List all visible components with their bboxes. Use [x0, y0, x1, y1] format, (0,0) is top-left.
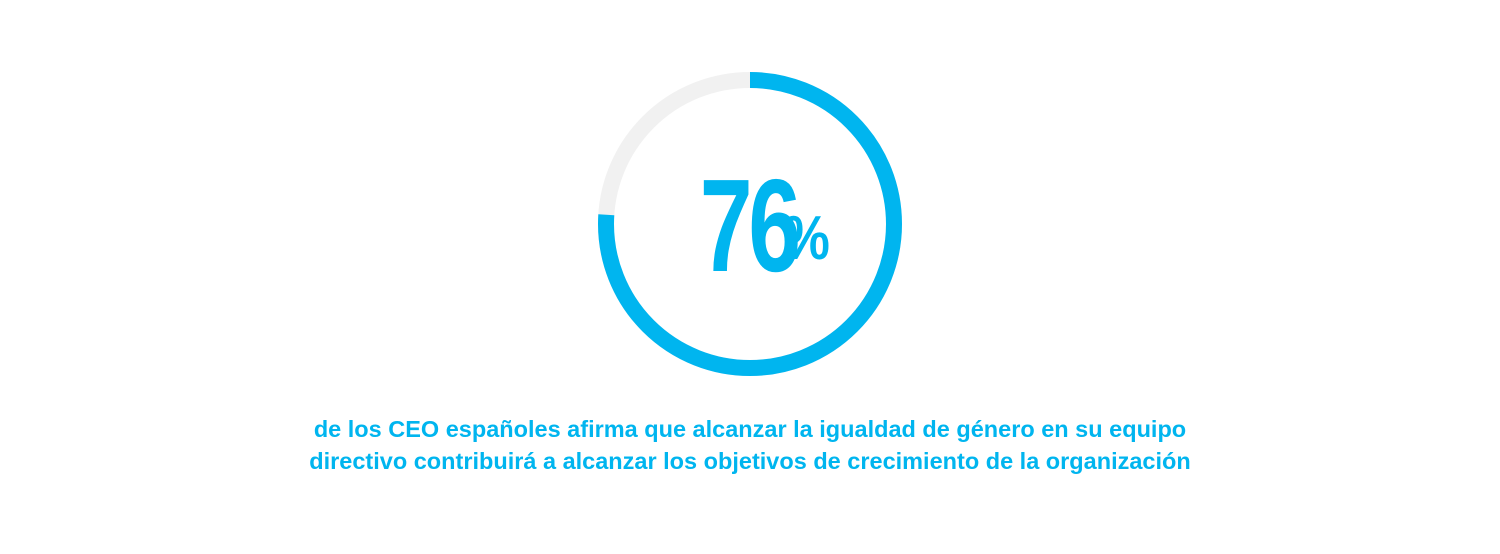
percentage-value: 76 [699, 152, 801, 299]
progress-ring-fill [598, 72, 902, 376]
caption-line-2: directivo contribuirá a alcanzar los obj… [309, 448, 1191, 474]
statistic-caption: de los CEO españoles afirma que alcanzar… [150, 413, 1350, 477]
progress-ring [598, 72, 902, 376]
caption-line-1: de los CEO españoles afirma que alcanzar… [313, 416, 1187, 442]
percentage-readout: 76 % [596, 70, 904, 378]
percentage-unit: % [782, 204, 830, 273]
